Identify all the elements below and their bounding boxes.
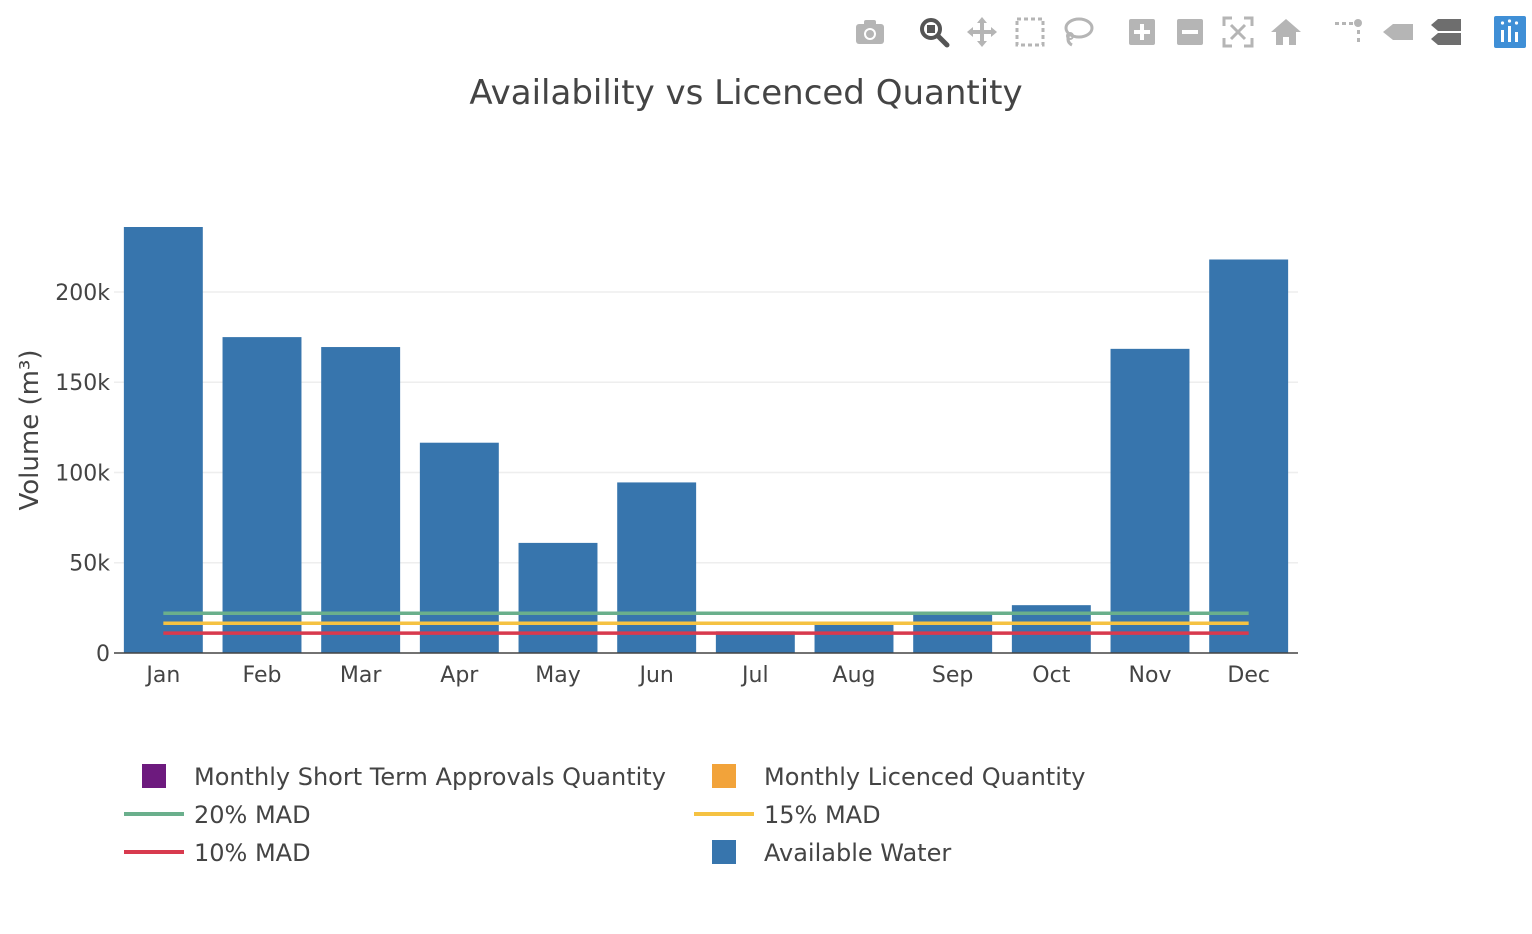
bar-available-water-jul xyxy=(715,631,795,653)
x-tick-label: Feb xyxy=(243,663,282,688)
bar-available-water-may xyxy=(518,542,598,653)
x-tick-label: Nov xyxy=(1129,663,1172,688)
y-tick-label: 50k xyxy=(69,552,110,577)
reset-axes-icon xyxy=(1271,19,1301,45)
legend-label: Available Water xyxy=(764,839,951,867)
spike-lines-icon xyxy=(1335,19,1362,42)
hover-compare-button[interactable] xyxy=(1428,14,1464,50)
zoom-button[interactable] xyxy=(916,14,952,50)
camera-button[interactable] xyxy=(852,14,888,50)
camera-icon xyxy=(856,20,884,44)
bar-available-water-jun xyxy=(617,482,697,653)
gridlines xyxy=(114,291,1298,564)
x-tick-label: Jul xyxy=(740,663,769,688)
box-select-icon xyxy=(1015,17,1045,47)
x-tick-label: Jun xyxy=(637,663,673,688)
mad-lines xyxy=(163,611,1249,635)
plotly-logo-button[interactable] xyxy=(1492,14,1528,50)
hover-closest-icon xyxy=(1383,24,1413,40)
pan-icon xyxy=(967,17,997,47)
bar-available-water-dec xyxy=(1209,259,1289,653)
pan-button[interactable] xyxy=(964,14,1000,50)
modebar xyxy=(848,12,1532,52)
legend-item[interactable]: Available Water xyxy=(712,839,951,867)
zoom-out-button[interactable] xyxy=(1172,14,1208,50)
y-tick-label: 100k xyxy=(55,461,110,486)
x-tick-label: Dec xyxy=(1227,663,1270,688)
legend-item[interactable]: 15% MAD xyxy=(694,801,881,829)
bars xyxy=(123,227,1289,653)
legend-swatch xyxy=(712,764,736,788)
x-tick-label: Jan xyxy=(144,663,180,688)
legend-label: 15% MAD xyxy=(764,801,881,829)
y-tick-label: 0 xyxy=(96,642,110,667)
x-tick-label: Oct xyxy=(1032,663,1070,688)
autoscale-button[interactable] xyxy=(1220,14,1256,50)
legend-label: Monthly Short Term Approvals Quantity xyxy=(194,763,666,791)
x-tick-label: Sep xyxy=(932,663,973,688)
bar-available-water-nov xyxy=(1110,348,1190,653)
legend-item[interactable]: 20% MAD xyxy=(124,801,311,829)
zoom-in-icon xyxy=(1129,19,1155,45)
legend-swatch xyxy=(712,840,736,864)
zoom-icon xyxy=(920,18,950,48)
legend: Monthly Short Term Approvals Quantity Mon… xyxy=(124,763,1085,867)
spike-lines-button[interactable] xyxy=(1332,14,1368,50)
x-tick-labels: Jan Feb Mar Apr May Jun Jul Aug Sep Oct Nov Dec xyxy=(144,663,1270,688)
legend-label: 20% MAD xyxy=(194,801,311,829)
x-tick-label: Aug xyxy=(833,663,876,688)
legend-item[interactable]: Monthly Short Term Approvals Quantity xyxy=(142,763,666,791)
x-tick-label: Apr xyxy=(440,663,479,688)
legend-swatch xyxy=(142,764,166,788)
x-tick-label: May xyxy=(535,663,580,688)
autoscale-icon xyxy=(1222,16,1254,48)
lasso-select-button[interactable] xyxy=(1060,14,1096,50)
zoom-out-icon xyxy=(1177,19,1203,45)
hover-closest-button[interactable] xyxy=(1380,14,1416,50)
bar-available-water-apr xyxy=(419,442,499,653)
legend-label: Monthly Licenced Quantity xyxy=(764,763,1085,791)
hover-compare-icon xyxy=(1431,19,1461,45)
x-tick-label: Mar xyxy=(340,663,382,688)
bar-available-water-feb xyxy=(222,337,302,653)
y-tick-label: 200k xyxy=(55,281,110,306)
reset-axes-button[interactable] xyxy=(1268,14,1304,50)
legend-label: 10% MAD xyxy=(194,839,311,867)
chart-title: Availability vs Licenced Quantity xyxy=(469,73,1022,113)
lasso-select-icon xyxy=(1064,17,1094,47)
y-axis-title: Volume (m³) xyxy=(15,349,45,510)
bar-available-water-jan xyxy=(123,227,203,653)
y-tick-label: 150k xyxy=(55,371,110,396)
plotly-logo-icon xyxy=(1494,16,1526,48)
legend-item[interactable]: 10% MAD xyxy=(124,839,311,867)
box-select-button[interactable] xyxy=(1012,14,1048,50)
zoom-in-button[interactable] xyxy=(1124,14,1160,50)
bar-available-water-aug xyxy=(814,624,894,653)
bar-available-water-mar xyxy=(321,347,401,653)
y-tick-labels: 0 50k 100k 150k 200k xyxy=(55,281,110,667)
legend-item[interactable]: Monthly Licenced Quantity xyxy=(712,763,1085,791)
